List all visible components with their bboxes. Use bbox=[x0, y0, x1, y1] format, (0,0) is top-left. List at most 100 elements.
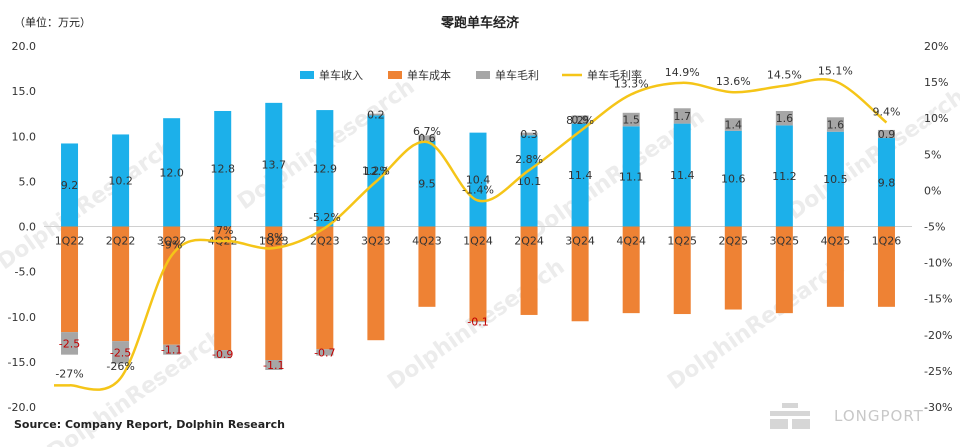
revenue-bar bbox=[877, 138, 895, 227]
revenue-bar bbox=[418, 140, 436, 227]
legend-label: 单车毛利 bbox=[495, 68, 539, 82]
cost-bar bbox=[367, 226, 385, 341]
profit-bar bbox=[469, 321, 487, 323]
revenue-value-label: 12.9 bbox=[313, 162, 338, 175]
revenue-bar bbox=[469, 132, 487, 227]
profit-value-label: 0.3 bbox=[520, 128, 538, 141]
brand-logo-text: LONGPORT bbox=[834, 407, 924, 425]
profit-bar bbox=[61, 332, 79, 355]
category-tick-label: 4Q23 bbox=[412, 235, 442, 248]
profit-bar bbox=[163, 344, 181, 355]
profit-bar bbox=[826, 117, 844, 132]
category-tick-label: 3Q24 bbox=[565, 235, 595, 248]
left-axis-tick-label: 0.0 bbox=[19, 221, 37, 234]
right-axis-tick-label: 10% bbox=[924, 112, 948, 125]
chart-title: 零跑单车经济 bbox=[440, 16, 519, 31]
revenue-value-label: 10.1 bbox=[517, 175, 542, 188]
source-note: Source: Company Report, Dolphin Research bbox=[14, 418, 285, 431]
profit-value-label: -0.9 bbox=[212, 348, 233, 361]
revenue-value-label: 13.7 bbox=[262, 159, 287, 172]
profit-bar bbox=[622, 112, 640, 127]
cost-bar bbox=[265, 226, 283, 361]
legend-label: 单车成本 bbox=[407, 68, 451, 82]
profit-value-label: -1.1 bbox=[263, 359, 284, 372]
profit-value-label: -0.7 bbox=[314, 346, 335, 359]
watermark-text: DolphinResearch bbox=[663, 254, 849, 395]
category-tick-label: 2Q23 bbox=[310, 235, 340, 248]
left-axis-tick-label: 10.0 bbox=[12, 130, 37, 143]
category-tick-label: 2Q22 bbox=[106, 235, 136, 248]
margin-value-label: -5.2% bbox=[309, 211, 341, 224]
cost-bar bbox=[316, 226, 334, 350]
right-axis-tick-label: 5% bbox=[924, 148, 941, 161]
legend-label: 单车收入 bbox=[319, 68, 363, 82]
cost-bar bbox=[214, 226, 232, 351]
revenue-bar bbox=[622, 126, 640, 227]
profit-value-label: -1.1 bbox=[161, 344, 182, 357]
revenue-value-label: 10.6 bbox=[721, 173, 746, 186]
revenue-bar bbox=[673, 123, 691, 227]
profit-bar bbox=[877, 129, 895, 139]
revenue-bar bbox=[367, 115, 385, 227]
margin-value-label: 8.2% bbox=[566, 114, 594, 127]
category-tick-label: 2Q25 bbox=[718, 235, 748, 248]
profit-value-label: 0.9 bbox=[571, 114, 589, 127]
category-tick-label: 1Q23 bbox=[259, 235, 289, 248]
cost-bar bbox=[775, 226, 793, 314]
category-tick-label: 1Q25 bbox=[667, 235, 697, 248]
margin-value-label: 9.4% bbox=[872, 106, 900, 119]
profit-bar bbox=[520, 132, 538, 136]
margin-value-label: -27% bbox=[55, 367, 83, 380]
right-axis-tick-label: -30% bbox=[924, 401, 952, 414]
margin-value-label: 13.6% bbox=[716, 75, 751, 88]
right-axis-tick-label: 0% bbox=[924, 184, 941, 197]
revenue-value-label: 10.5 bbox=[823, 173, 848, 186]
revenue-bar bbox=[316, 110, 334, 227]
revenue-value-label: 9.8 bbox=[878, 176, 896, 189]
margin-value-label: 1.2% bbox=[362, 165, 390, 178]
revenue-value-label: 11.4 bbox=[670, 169, 695, 182]
profit-value-label: 0.2 bbox=[367, 109, 385, 122]
revenue-value-label: 12.0 bbox=[159, 166, 184, 179]
margin-value-label: -1.4% bbox=[462, 184, 494, 197]
right-axis-tick-label: -15% bbox=[924, 293, 952, 306]
legend-swatch bbox=[300, 71, 314, 79]
category-tick-label: 3Q25 bbox=[770, 235, 800, 248]
profit-bar bbox=[724, 118, 742, 131]
longport-logo-icon bbox=[770, 403, 810, 429]
profit-bar bbox=[367, 113, 385, 116]
cost-bar bbox=[61, 226, 79, 333]
profit-value-label: 1.6 bbox=[776, 112, 794, 125]
revenue-bar bbox=[265, 102, 283, 227]
revenue-bar bbox=[571, 123, 589, 227]
profit-bar bbox=[673, 108, 691, 124]
margin-value-label: -26% bbox=[106, 360, 134, 373]
profit-bar bbox=[775, 110, 793, 126]
profit-bar bbox=[571, 115, 589, 124]
right-axis-tick-label: 15% bbox=[924, 76, 948, 89]
revenue-bar bbox=[214, 110, 232, 227]
profit-value-label: 0.9 bbox=[878, 128, 896, 141]
revenue-bar bbox=[163, 118, 181, 227]
revenue-bar bbox=[826, 131, 844, 227]
unit-label: （单位：万元） bbox=[14, 16, 91, 29]
revenue-value-label: 10.2 bbox=[108, 174, 133, 187]
left-axis-tick-label: -5.0 bbox=[15, 266, 36, 279]
margin-value-label: -7% bbox=[212, 224, 233, 237]
left-axis-tick-label: -20.0 bbox=[8, 401, 36, 414]
revenue-value-label: 11.2 bbox=[772, 170, 797, 183]
revenue-bar bbox=[724, 130, 742, 227]
revenue-bar bbox=[112, 134, 130, 227]
category-tick-label: 2Q24 bbox=[514, 235, 544, 248]
revenue-value-label: 9.5 bbox=[418, 178, 436, 191]
left-axis-tick-label: 20.0 bbox=[12, 40, 37, 53]
margin-value-label: 6.7% bbox=[413, 125, 441, 138]
category-tick-label: 4Q25 bbox=[821, 235, 851, 248]
category-tick-label: 1Q26 bbox=[872, 235, 902, 248]
legend-label: 单车毛利率 bbox=[587, 68, 642, 82]
left-axis-tick-label: 5.0 bbox=[19, 175, 37, 188]
right-axis-tick-label: -20% bbox=[924, 329, 952, 342]
right-axis-tick-label: 20% bbox=[924, 40, 948, 53]
revenue-value-label: 12.8 bbox=[210, 163, 235, 176]
cost-bar bbox=[622, 226, 640, 314]
